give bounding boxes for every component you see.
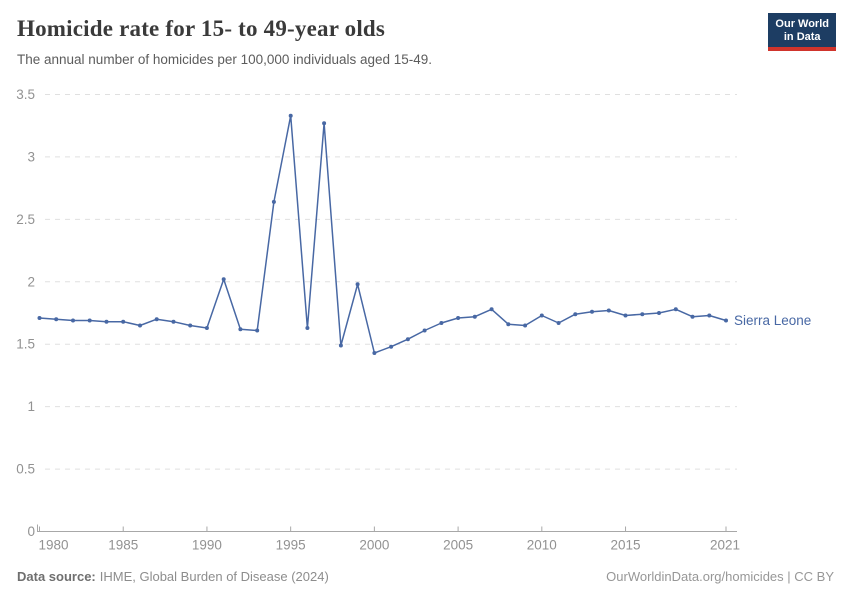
x-axis	[37, 524, 737, 532]
svg-text:2: 2	[27, 274, 35, 289]
attribution-text: OurWorldinData.org/homicides | CC BY	[606, 569, 834, 584]
chart-subtitle: The annual number of homicides per 100,0…	[17, 52, 433, 67]
svg-text:2.5: 2.5	[16, 212, 35, 227]
series-label: Sierra Leone	[734, 313, 811, 328]
svg-text:2021: 2021	[710, 538, 740, 553]
owid-logo-line2: in Data	[783, 31, 821, 43]
data-source-label: Data source:	[17, 569, 96, 584]
y-gridlines	[45, 94, 737, 470]
owid-logo-line1: Our World	[775, 18, 829, 30]
svg-text:2010: 2010	[527, 538, 557, 553]
data-source: Data source: IHME, Global Burden of Disea…	[17, 569, 329, 584]
svg-text:1980: 1980	[39, 538, 69, 553]
svg-text:2005: 2005	[443, 538, 473, 553]
svg-text:1.5: 1.5	[16, 337, 35, 352]
svg-text:0.5: 0.5	[16, 462, 35, 477]
svg-text:3: 3	[27, 149, 35, 164]
data-points	[37, 113, 728, 355]
x-axis-labels: 1980 1985 1990 1995 2000 2005 2010 2015 2021	[39, 538, 741, 553]
svg-text:2000: 2000	[359, 538, 389, 553]
svg-text:1985: 1985	[108, 538, 138, 553]
svg-text:1: 1	[27, 399, 35, 414]
chart-footer: Data source: IHME, Global Burden of Disea…	[17, 569, 834, 584]
svg-text:3.5: 3.5	[16, 87, 35, 102]
svg-text:1995: 1995	[276, 538, 306, 553]
data-line	[39, 114, 727, 354]
y-axis-labels: 0 0.5 1 1.5 2 2.5 3 3.5	[16, 87, 35, 539]
svg-text:0: 0	[27, 524, 35, 539]
data-source-value: IHME, Global Burden of Disease (2024)	[99, 569, 329, 584]
page-title: Homicide rate for 15- to 49-year olds	[17, 16, 386, 41]
svg-text:1990: 1990	[192, 538, 222, 553]
owid-logo: Our World in Data	[768, 13, 836, 51]
svg-text:2015: 2015	[611, 538, 641, 553]
